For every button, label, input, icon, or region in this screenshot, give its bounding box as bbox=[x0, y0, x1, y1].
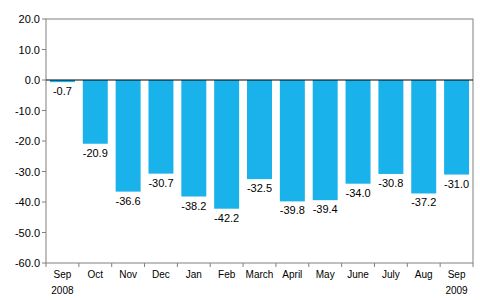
bar bbox=[313, 80, 338, 200]
y-tick bbox=[42, 49, 46, 50]
y-tick-label: 0.0 bbox=[25, 74, 40, 86]
y-tick bbox=[42, 202, 46, 203]
data-label: -30.7 bbox=[148, 177, 173, 189]
x-tick-label: Feb bbox=[218, 269, 236, 280]
x-tick-label: June bbox=[347, 269, 369, 280]
data-label: -38.2 bbox=[181, 200, 206, 212]
x-tick bbox=[275, 263, 276, 267]
bar bbox=[346, 80, 371, 184]
x-tick bbox=[144, 263, 145, 267]
x-tick-label: Oct bbox=[87, 269, 103, 280]
x-tick-label: Jan bbox=[186, 269, 202, 280]
y-tick-label: -40.0 bbox=[15, 196, 40, 208]
x-tick bbox=[374, 263, 375, 267]
bar bbox=[378, 80, 403, 174]
x-tick-label: March bbox=[246, 269, 274, 280]
zero-line bbox=[46, 80, 473, 81]
y-tick bbox=[42, 19, 46, 20]
chart-svg: 20.0 10.0 0.0 -10.0 -20.0 -30.0 -40.0 -50.0 -60.… bbox=[0, 0, 480, 300]
bar bbox=[280, 80, 305, 201]
data-label: -37.2 bbox=[411, 196, 436, 208]
data-label: -39.4 bbox=[313, 203, 338, 215]
chart-container: 20.0 10.0 0.0 -10.0 -20.0 -30.0 -40.0 -50.0 -60.… bbox=[0, 0, 480, 300]
y-tick bbox=[42, 232, 46, 233]
plot-frame bbox=[46, 19, 473, 263]
y-tick bbox=[42, 263, 46, 264]
y-tick bbox=[42, 80, 46, 81]
x-tick bbox=[111, 263, 112, 267]
x-tick-label: Aug bbox=[415, 269, 433, 280]
bar bbox=[83, 80, 108, 144]
bar bbox=[247, 80, 272, 179]
bars bbox=[50, 80, 469, 209]
x-tick-label: July bbox=[382, 269, 400, 280]
y-tick bbox=[42, 171, 46, 172]
x-tick-label: May bbox=[316, 269, 335, 280]
bar bbox=[116, 80, 141, 192]
bar bbox=[444, 80, 469, 175]
x-tick bbox=[407, 263, 408, 267]
bar bbox=[214, 80, 239, 209]
x-tick bbox=[210, 263, 211, 267]
data-label: -0.7 bbox=[53, 85, 72, 97]
x-tick bbox=[243, 263, 244, 267]
y-tick-label: 10.0 bbox=[19, 44, 40, 56]
y-tick-label: 20.0 bbox=[19, 13, 40, 25]
data-label: -39.8 bbox=[280, 204, 305, 216]
data-label: -34.0 bbox=[345, 187, 370, 199]
data-label: -36.6 bbox=[116, 195, 141, 207]
x-tick-label: Dec bbox=[152, 269, 170, 280]
bar bbox=[181, 80, 206, 197]
y-tick-label: -60.0 bbox=[15, 257, 40, 269]
y-tick-label: -50.0 bbox=[15, 227, 40, 239]
bar bbox=[148, 80, 173, 174]
y-tick bbox=[42, 141, 46, 142]
x-tick bbox=[473, 263, 474, 267]
data-label: -31.0 bbox=[444, 178, 469, 190]
y-tick-label: -30.0 bbox=[15, 166, 40, 178]
year-label: 2009 bbox=[445, 285, 468, 296]
bar bbox=[411, 80, 436, 193]
x-tick bbox=[440, 263, 441, 267]
y-tick-label: -20.0 bbox=[15, 135, 40, 147]
x-tick bbox=[46, 263, 47, 267]
data-label: -42.2 bbox=[214, 212, 239, 224]
x-tick-label: Nov bbox=[119, 269, 137, 280]
year-label: 2008 bbox=[51, 285, 74, 296]
data-label: -30.8 bbox=[378, 177, 403, 189]
x-tick-label: Sep bbox=[448, 269, 466, 280]
x-tick bbox=[78, 263, 79, 267]
x-tick-label: April bbox=[282, 269, 302, 280]
data-label: -20.9 bbox=[83, 147, 108, 159]
data-label: -32.5 bbox=[247, 182, 272, 194]
x-tick bbox=[308, 263, 309, 267]
y-tick-label: -10.0 bbox=[15, 105, 40, 117]
x-tick bbox=[341, 263, 342, 267]
x-tick bbox=[177, 263, 178, 267]
x-tick-label: Sep bbox=[54, 269, 72, 280]
y-tick bbox=[42, 110, 46, 111]
